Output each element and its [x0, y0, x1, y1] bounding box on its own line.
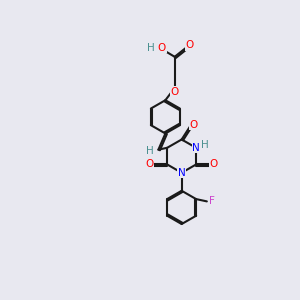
Text: O: O: [190, 120, 198, 130]
Text: N: N: [178, 168, 185, 178]
Text: N: N: [192, 143, 200, 153]
Text: H: H: [146, 146, 154, 156]
Text: H: H: [147, 43, 155, 52]
Text: O: O: [158, 43, 166, 52]
Text: O: O: [171, 87, 179, 97]
Text: F: F: [208, 196, 214, 206]
Text: O: O: [186, 40, 194, 50]
Text: O: O: [209, 159, 218, 170]
Text: O: O: [146, 159, 154, 170]
Text: H: H: [201, 140, 209, 151]
